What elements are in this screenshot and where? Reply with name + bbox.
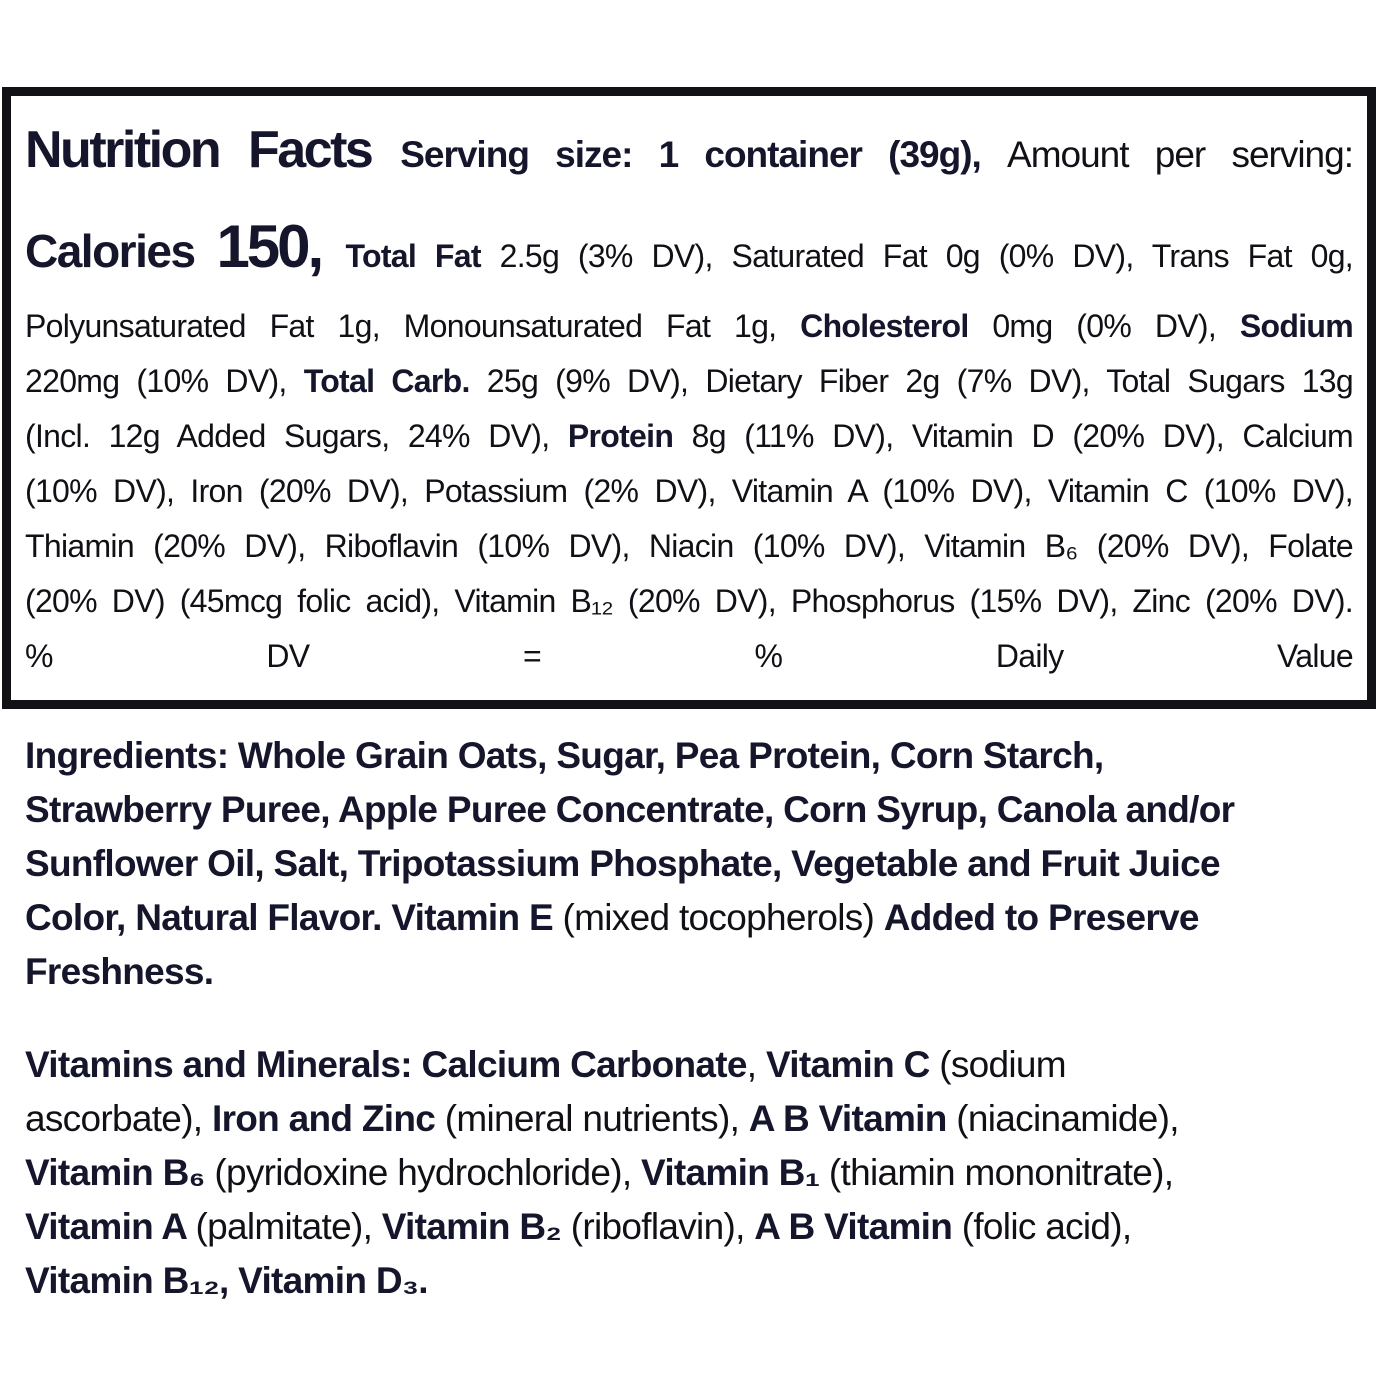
text-line: 220mg (10% DV), Total Carb. 25g (9% DV),… xyxy=(25,354,1354,409)
text-segment: Vitamins and Minerals: Calcium Carbonate xyxy=(25,1044,747,1085)
text-segment: A B Vitamin xyxy=(754,1206,962,1248)
text-line: (Incl. 12g Added Sugars, 24% DV), Protei… xyxy=(25,409,1354,464)
text-segment: 220mg (10% DV), xyxy=(25,362,304,399)
text-segment: ascorbate), xyxy=(25,1098,212,1140)
text-line: Vitamins and Minerals: Calcium Carbonate… xyxy=(25,1038,1375,1092)
text-segment: 0mg (0% DV), xyxy=(992,307,1240,344)
text-segment: (folic acid), xyxy=(961,1206,1132,1248)
text-line: ascorbate), Iron and Zinc (mineral nutri… xyxy=(25,1092,1375,1146)
text-segment: Thiamin (20% DV), Riboflavin (10% DV), N… xyxy=(25,527,1354,564)
text-line: (20% DV) (45mcg folic acid), Vitamin B₁₂… xyxy=(25,574,1354,629)
text-segment: Protein xyxy=(567,417,692,454)
text-line: Vitamin B₁₂, Vitamin D₃. xyxy=(25,1254,1375,1308)
text-segment: Strawberry Puree, Apple Puree Concentrat… xyxy=(25,789,1235,831)
ingredients-paragraph: Ingredients: Whole Grain Oats, Sugar, Pe… xyxy=(0,729,1400,999)
cal-label-text: Calories xyxy=(25,225,217,278)
text-segment: Added to Preserve xyxy=(883,897,1200,939)
text-segment: Color, Natural Flavor. Vitamin E xyxy=(25,897,563,939)
text-segment: Vitamin B₂ xyxy=(381,1206,571,1248)
text-segment: Freshness. xyxy=(25,951,214,993)
text-line: Strawberry Puree, Apple Puree Concentrat… xyxy=(25,783,1375,837)
text-segment: Vitamin B₁ xyxy=(641,1152,829,1194)
text-line: (10% DV), Iron (20% DV), Potassium (2% D… xyxy=(25,464,1354,519)
text-segment: Vitamin B₁₂, Vitamin D₃. xyxy=(25,1260,429,1302)
text-segment: Sodium xyxy=(1239,307,1354,344)
serving-text: Serving size: 1 container (39g), xyxy=(400,134,1008,175)
vitamins-paragraph: Vitamins and Minerals: Calcium Carbonate… xyxy=(0,1038,1400,1308)
text-segment: , xyxy=(746,1044,766,1085)
text-segment: A B Vitamin xyxy=(748,1098,957,1140)
text-line: Color, Natural Flavor. Vitamin E (mixed … xyxy=(25,891,1375,945)
text-line: Vitamin A (palmitate), Vitamin B₂ (ribof… xyxy=(25,1200,1375,1254)
text-line: Calories 150, Total Fat 2.5g (3% DV), Sa… xyxy=(25,195,1354,298)
text-segment: 2.5g (3% DV), Saturated Fat 0g (0% DV), … xyxy=(499,238,1354,275)
text-line: Ingredients: Whole Grain Oats, Sugar, Pe… xyxy=(25,729,1375,783)
text-segment: (riboflavin), xyxy=(570,1206,755,1248)
text-line: Freshness. xyxy=(25,945,1375,999)
text-segment: (mineral nutrients), xyxy=(444,1098,749,1140)
text-segment: (20% DV) (45mcg folic acid), Vitamin B₁₂… xyxy=(25,582,1354,619)
text-line: % DV = % Daily Value xyxy=(25,629,1354,684)
text-segment: (Incl. 12g Added Sugars, 24% DV), xyxy=(25,417,568,454)
text-segment: Total Carb. xyxy=(303,362,487,399)
text-segment: Vitamin A xyxy=(25,1206,196,1248)
text-segment: (thiamin mononitrate), xyxy=(828,1152,1174,1194)
text-segment: Sunflower Oil, Salt, Tripotassium Phosph… xyxy=(25,843,1221,885)
nutrition-facts-panel: Nutrition Facts Serving size: 1 containe… xyxy=(2,87,1376,709)
serving-text: Amount per serving: xyxy=(1007,134,1354,175)
text-line: Polyunsaturated Fat 1g, Monounsaturated … xyxy=(25,299,1354,354)
text-segment: (pyridoxine hydrochloride), xyxy=(214,1152,642,1194)
text-segment: Ingredients: Whole Grain Oats, Sugar, Pe… xyxy=(25,735,1104,776)
text-segment: Cholesterol xyxy=(800,307,993,344)
text-segment: 25g (9% DV), Dietary Fiber 2g (7% DV), T… xyxy=(486,362,1354,399)
text-line: Sunflower Oil, Salt, Tripotassium Phosph… xyxy=(25,837,1375,891)
text-segment: Iron and Zinc xyxy=(211,1098,445,1140)
cal-value-text: 150, xyxy=(216,213,346,281)
text-segment: (niacinamide), xyxy=(956,1098,1179,1140)
text-line: Nutrition Facts Serving size: 1 containe… xyxy=(25,106,1354,195)
text-segment: (mixed tocopherols) xyxy=(562,897,884,939)
text-segment: (palmitate), xyxy=(195,1206,382,1248)
text-line: Thiamin (20% DV), Riboflavin (10% DV), N… xyxy=(25,519,1354,574)
text-line: Vitamin B₆ (pyridoxine hydrochloride), V… xyxy=(25,1146,1375,1200)
text-segment: Vitamin B₆ xyxy=(25,1152,215,1194)
text-segment: 8g (11% DV), Vitamin D (20% DV), Calcium xyxy=(691,417,1354,454)
nutrition-facts-text: Nutrition Facts Serving size: 1 containe… xyxy=(25,106,1354,684)
title-text: Nutrition Facts xyxy=(25,121,401,179)
text-segment: Vitamin C xyxy=(765,1044,940,1085)
text-segment: (sodium xyxy=(939,1044,1066,1085)
text-segment: % DV = % Daily Value xyxy=(25,637,1354,674)
text-segment: Total Fat xyxy=(345,238,500,275)
text-segment: Polyunsaturated Fat 1g, Monounsaturated … xyxy=(25,307,801,344)
text-segment: (10% DV), Iron (20% DV), Potassium (2% D… xyxy=(25,472,1354,509)
